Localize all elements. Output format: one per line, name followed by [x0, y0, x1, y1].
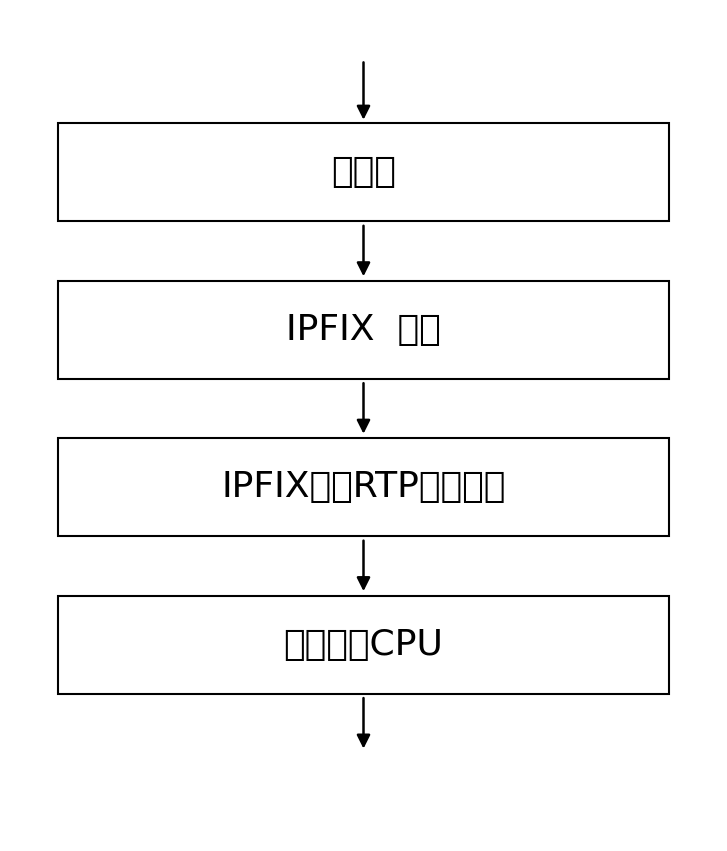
- FancyBboxPatch shape: [58, 596, 669, 694]
- FancyBboxPatch shape: [58, 281, 669, 379]
- Text: IPFIX  使能: IPFIX 使能: [286, 313, 441, 346]
- FancyBboxPatch shape: [58, 123, 669, 221]
- Text: 故障上报CPU: 故障上报CPU: [284, 628, 443, 661]
- FancyBboxPatch shape: [58, 438, 669, 536]
- Text: IPFIX执行RTP流量检查: IPFIX执行RTP流量检查: [221, 471, 506, 504]
- Text: 流分类: 流分类: [331, 156, 396, 189]
